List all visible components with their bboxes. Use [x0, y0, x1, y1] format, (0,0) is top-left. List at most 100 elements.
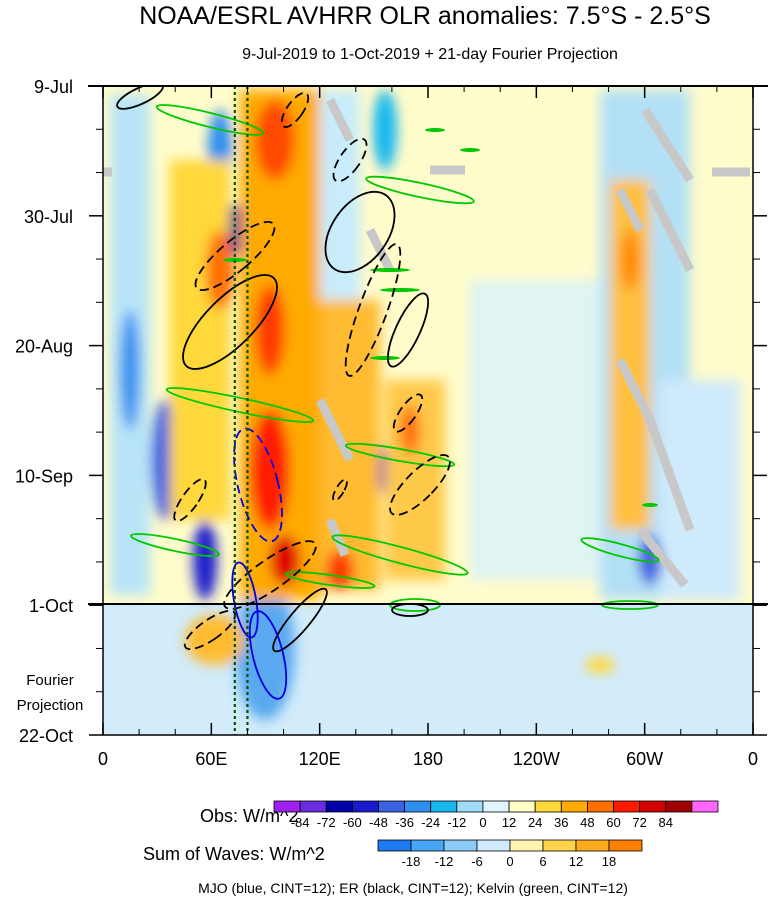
- er-contours: [116, 86, 430, 653]
- er-contour-negative: [332, 478, 348, 502]
- kelvin-contour-fragments: [223, 128, 658, 507]
- missing-streak: [315, 397, 355, 463]
- colorbar-label: 12: [569, 854, 583, 869]
- colorbar-label: 84: [659, 815, 673, 830]
- er-contour-positive: [324, 190, 396, 274]
- colorbar-swatch: [410, 839, 445, 852]
- colorbar-swatch: [377, 839, 412, 852]
- kelvin-fragment: [425, 128, 445, 132]
- x-tick-label: 60W: [626, 749, 663, 769]
- colorbar-label: -84: [291, 815, 310, 830]
- colorbar-label: -60: [343, 815, 362, 830]
- missing-streak: [645, 418, 695, 532]
- x-tick-label: 120E: [299, 749, 341, 769]
- colorbar-label: 18: [602, 854, 616, 869]
- colorbar-swatch: [476, 839, 511, 852]
- kelvin-fragment: [642, 503, 658, 507]
- er-contour-negative: [344, 243, 402, 377]
- colorbar-swatch: [378, 800, 405, 813]
- y-tick-label: 1-Oct: [29, 596, 73, 616]
- waves-colorbar: -18 -12 -6 0 6 12 18: [377, 839, 643, 869]
- colorbar-label: 48: [580, 815, 594, 830]
- field-patch: [373, 90, 397, 170]
- projection-label-line1: Fourier: [26, 672, 74, 689]
- colorbar-label: 60: [606, 815, 620, 830]
- mjo-contour-positive: [248, 610, 288, 700]
- x-tick-label: 180: [413, 749, 443, 769]
- colorbar-swatch: [608, 839, 643, 852]
- field-patch: [170, 160, 230, 520]
- projection-label-line2: Projection: [17, 697, 84, 714]
- y-tick-label: 20-Aug: [15, 337, 73, 357]
- chart-subtitle: 9-Jul-2019 to 1-Oct-2019 + 21-day Fourie…: [242, 46, 618, 63]
- colorbar-swatch: [404, 800, 432, 813]
- colorbar-label: -12: [447, 815, 466, 830]
- mjo-contour-positive: [231, 561, 259, 639]
- field-patch: [235, 580, 295, 720]
- colorbar-swatch: [534, 800, 562, 813]
- field-patch: [193, 520, 217, 600]
- chart-title: NOAA/ESRL AVHRR OLR anomalies: 7.5°S - 2…: [139, 2, 711, 30]
- missing-streak: [365, 227, 395, 273]
- colorbar-swatch: [665, 800, 693, 813]
- colorbar-swatch: [560, 800, 588, 813]
- y-tick-label: 22-Oct: [19, 726, 73, 746]
- field-patch: [250, 410, 290, 530]
- waves-legend-label: Sum of Waves: W/m^2: [143, 844, 325, 864]
- kelvin-contour: [344, 442, 456, 468]
- field-patch: [255, 100, 295, 180]
- colorbar-label: 24: [528, 815, 542, 830]
- er-contour-negative: [223, 540, 317, 610]
- colorbar-label: -6: [471, 854, 483, 869]
- colorbar-label: -72: [317, 815, 336, 830]
- kelvin-contour: [165, 387, 315, 423]
- er-contour-negative: [183, 610, 237, 650]
- colorbar-swatch: [325, 800, 353, 813]
- colorbar-swatch: [542, 839, 577, 852]
- field-patch: [206, 230, 234, 310]
- kelvin-contour: [155, 104, 265, 136]
- colorbar-swatch: [456, 800, 484, 813]
- colorbar-label: -12: [435, 854, 454, 869]
- field-patch: [470, 280, 610, 580]
- field-patch: [185, 615, 245, 665]
- y-tick-label: 30-Jul: [24, 207, 73, 227]
- kelvin-fragment: [370, 356, 400, 360]
- colorbar-swatch: [299, 800, 327, 813]
- contour-note: MJO (blue, CINT=12); ER (black, CINT=12)…: [198, 880, 628, 896]
- kelvin-fragment: [380, 288, 420, 292]
- missing-streak: [325, 518, 350, 557]
- missing-data-streaks: [103, 97, 750, 588]
- y-tick-label: 10-Sep: [15, 466, 73, 486]
- colorbar-swatch: [509, 839, 544, 852]
- kelvin-contour: [130, 533, 220, 557]
- colorbar-swatch: [508, 800, 536, 813]
- missing-streak: [615, 187, 645, 233]
- x-tick-label: 0: [748, 749, 758, 769]
- x-tick-label: 60E: [195, 749, 227, 769]
- kelvin-contour: [331, 534, 469, 576]
- colorbar-label: 36: [554, 815, 568, 830]
- colorbar-swatch: [430, 800, 458, 813]
- missing-streak: [325, 97, 355, 143]
- y-axis: 9-Jul 30-Jul 20-Aug 10-Sep 1-Oct 22-Oct: [15, 77, 767, 746]
- anomaly-field: [110, 90, 740, 720]
- er-contour-positive: [386, 292, 430, 368]
- colorbar-label: -48: [369, 815, 388, 830]
- colorbar-label: 0: [506, 854, 513, 869]
- reference-lines: [233, 86, 249, 735]
- er-contours-dashed: [173, 92, 451, 650]
- plot-area: [103, 86, 753, 735]
- mjo-contours: [231, 427, 288, 700]
- colorbar-label: 12: [502, 815, 516, 830]
- colorbar-swatch: [587, 800, 614, 813]
- colorbar-label: -18: [402, 854, 421, 869]
- obs-colorbar: -84 -72 -60 -48 -36 -24 -12 0 12 24 36 48 60 72 84: [273, 800, 719, 830]
- field-patch: [120, 310, 140, 430]
- er-contour-negative: [280, 92, 310, 128]
- kelvin-contour: [580, 537, 660, 563]
- er-contour-negative: [332, 137, 368, 183]
- colorbar-label: -36: [395, 815, 414, 830]
- colorbar-swatch: [443, 839, 478, 852]
